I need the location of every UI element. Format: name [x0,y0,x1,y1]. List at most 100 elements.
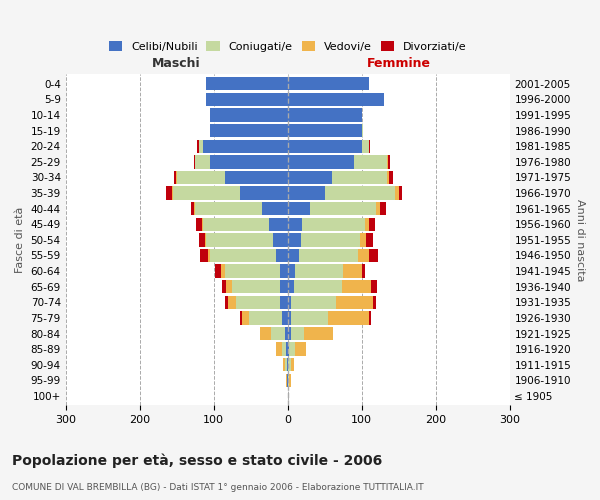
Bar [210,155,287,168]
Bar [166,186,172,200]
Bar [280,264,287,278]
Bar [287,358,289,372]
Bar [328,312,369,324]
Bar [380,202,386,215]
Bar [197,140,199,153]
Bar [373,296,376,309]
Bar [196,218,202,231]
Bar [287,202,310,215]
Bar [287,186,325,200]
Bar [287,280,293,293]
Bar [389,171,392,184]
Bar [369,218,375,231]
Bar [299,249,358,262]
Bar [232,280,280,293]
Bar [295,264,343,278]
Bar [290,327,304,340]
Bar [260,327,271,340]
Bar [290,358,294,372]
Bar [210,124,287,138]
Bar [369,249,378,262]
Bar [283,342,286,355]
Bar [287,93,384,106]
Bar [287,264,295,278]
Y-axis label: Fasce di età: Fasce di età [15,206,25,273]
Bar [173,171,176,184]
Bar [195,202,262,215]
Bar [366,234,373,246]
Legend: Celibi/Nubili, Coniugati/e, Vedovi/e, Divorziati/e: Celibi/Nubili, Coniugati/e, Vedovi/e, Di… [104,37,471,56]
Bar [289,358,290,372]
Bar [273,234,287,246]
Bar [205,234,206,246]
Bar [332,171,388,184]
Bar [287,296,291,309]
Bar [325,186,395,200]
Bar [229,296,236,309]
Bar [210,249,277,262]
Bar [395,186,398,200]
Bar [362,124,363,138]
Text: Popolazione per età, sesso e stato civile - 2006: Popolazione per età, sesso e stato civil… [12,454,382,468]
Bar [362,140,369,153]
Bar [376,202,380,215]
Bar [289,342,295,355]
Bar [206,77,287,90]
Bar [286,342,287,355]
Bar [287,171,332,184]
Bar [291,296,335,309]
Bar [287,77,369,90]
Bar [277,249,287,262]
Bar [225,296,229,309]
Bar [262,202,287,215]
Text: Maschi: Maschi [152,57,201,70]
Bar [286,374,287,387]
Bar [239,186,287,200]
Bar [301,234,360,246]
Bar [287,234,301,246]
Bar [388,171,389,184]
Bar [287,312,291,324]
Bar [203,218,269,231]
Bar [223,280,226,293]
Bar [277,342,283,355]
Bar [203,140,287,153]
Bar [200,249,208,262]
Bar [206,234,273,246]
Bar [249,312,283,324]
Bar [199,140,203,153]
Bar [310,202,376,215]
Bar [287,342,289,355]
Bar [286,358,287,372]
Bar [289,374,290,387]
Bar [195,155,210,168]
Bar [371,280,377,293]
Bar [388,155,391,168]
Bar [194,202,195,215]
Bar [173,186,239,200]
Text: COMUNE DI VAL BREMBILLA (BG) - Dati ISTAT 1° gennaio 2006 - Elaborazione TUTTITA: COMUNE DI VAL BREMBILLA (BG) - Dati ISTA… [12,483,424,492]
Bar [398,186,402,200]
Bar [369,140,370,153]
Bar [287,124,362,138]
Bar [271,327,284,340]
Y-axis label: Anni di nascita: Anni di nascita [575,198,585,281]
Bar [202,218,203,231]
Bar [284,327,287,340]
Bar [226,280,232,293]
Bar [354,155,388,168]
Bar [280,296,287,309]
Bar [341,280,371,293]
Bar [295,342,306,355]
Bar [172,186,173,200]
Bar [302,218,365,231]
Bar [225,171,287,184]
Bar [362,264,365,278]
Bar [206,93,287,106]
Bar [360,234,366,246]
Bar [291,312,328,324]
Bar [358,249,369,262]
Bar [287,108,362,122]
Bar [287,218,302,231]
Bar [225,264,280,278]
